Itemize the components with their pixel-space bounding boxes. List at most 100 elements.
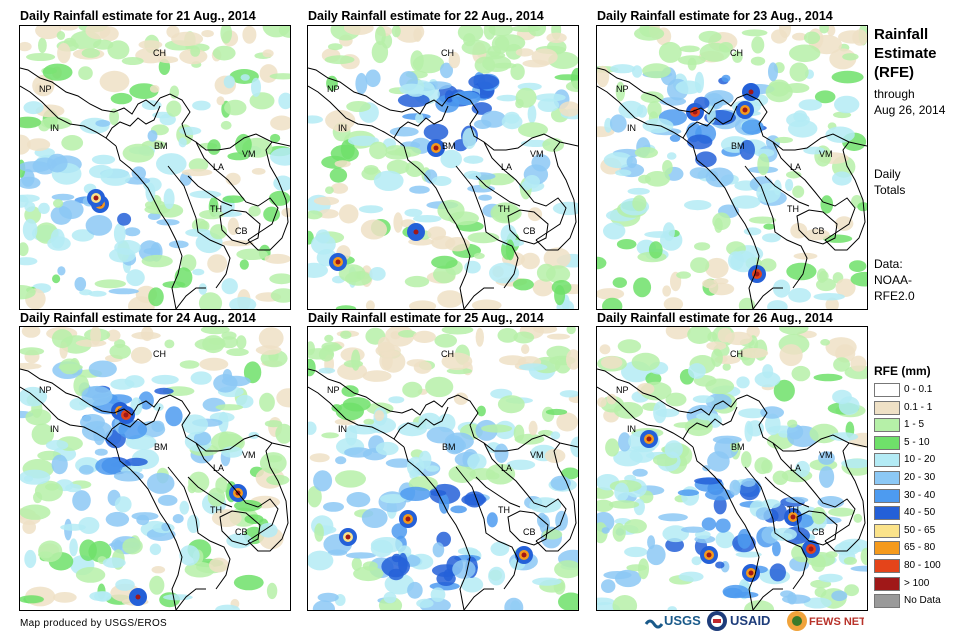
rainfall-cell — [221, 278, 238, 295]
rainfall-cell — [149, 543, 162, 556]
rainfall-cell — [79, 539, 97, 561]
rainfall-cell — [690, 257, 710, 273]
rainfall-cell — [437, 290, 463, 308]
rainfall-cell — [662, 160, 673, 175]
rainfall-cell — [624, 519, 647, 534]
rainfall-cell — [65, 483, 82, 493]
rainfall-cell — [825, 551, 838, 558]
side-date: Aug 26, 2014 — [874, 103, 946, 117]
rainfall-cell — [615, 169, 632, 176]
rainfall-cell — [57, 266, 66, 276]
country-label-cb: CB — [523, 226, 536, 236]
rainfall-cell — [632, 468, 648, 477]
rainfall-cell — [149, 575, 165, 595]
country-label-th: TH — [210, 204, 222, 214]
rainfall-cell — [696, 412, 719, 421]
rainfall-cell — [181, 414, 209, 435]
rainfall-cell — [788, 288, 811, 303]
country-label-np: NP — [327, 84, 340, 94]
rainfall-cell — [152, 111, 173, 119]
rainfall-cell — [705, 167, 734, 188]
rainfall-cell — [391, 523, 408, 539]
rainfall-cell — [496, 94, 519, 102]
country-border — [455, 466, 519, 590]
rainfall-cell — [20, 362, 42, 370]
rainfall-cell — [174, 267, 193, 288]
rainfall-cell — [61, 135, 84, 151]
rainfall-cell — [318, 347, 335, 362]
rainfall-cell — [432, 542, 445, 558]
rainfall-cell — [487, 45, 502, 57]
rainfall-cell — [128, 296, 155, 309]
rainfall-cell — [779, 327, 809, 335]
country-label-vm: VM — [242, 450, 256, 460]
rainfall-cell — [81, 385, 113, 406]
country-border — [219, 510, 261, 546]
rainfall-cell — [605, 438, 620, 457]
rainfall-cell — [461, 39, 491, 55]
heavy-rain-spot — [808, 546, 814, 552]
rainfall-cell — [268, 190, 290, 206]
rainfall-cell — [506, 459, 536, 470]
rainfall-cell — [360, 219, 387, 240]
rainfall-cell — [308, 262, 328, 278]
rainfall-cell — [757, 153, 770, 176]
country-border — [247, 442, 289, 552]
rainfall-cell — [763, 223, 775, 230]
rainfall-cell — [792, 32, 807, 41]
country-border — [463, 588, 494, 610]
rainfall-cells — [597, 327, 867, 610]
rainfall-cell — [450, 505, 467, 514]
rainfall-cell — [192, 268, 205, 276]
rainfall-cell — [45, 440, 69, 451]
rainfall-cells — [20, 26, 290, 309]
rainfall-cell — [658, 41, 682, 63]
rainfall-cell — [736, 376, 750, 389]
rainfall-cell — [785, 496, 809, 504]
rainfall-cell — [528, 420, 538, 436]
rainfall-cell — [504, 597, 524, 610]
country-border — [393, 406, 449, 440]
country-border — [483, 141, 567, 241]
rainfall-cell — [610, 64, 636, 74]
rainfall-cell — [345, 425, 358, 446]
rainfall-cell — [324, 55, 355, 65]
map-panel-3: CH NP IN BM LA VM TH CB — [596, 25, 868, 310]
rainfall-cell — [675, 80, 702, 95]
legend-swatch — [874, 418, 900, 433]
rainfall-cell — [850, 355, 867, 372]
rainfall-cell — [113, 223, 126, 244]
rainfall-cell — [334, 125, 351, 133]
legend-label: > 100 — [904, 577, 930, 589]
rainfall-cell — [215, 604, 240, 610]
rainfall-cell — [570, 436, 578, 458]
rainfall-cell — [741, 29, 768, 37]
rainfall-cell — [694, 242, 711, 251]
rainfall-cell — [51, 329, 73, 349]
rainfall-cell — [168, 240, 189, 249]
rainfall-cell — [383, 591, 397, 604]
rainfall-cell — [141, 254, 173, 268]
rainfall-cell — [72, 490, 91, 511]
usgs-logo-text: USGS — [664, 613, 701, 628]
rainfall-cell — [546, 32, 567, 43]
country-border — [20, 85, 117, 147]
side-title-line1: Rainfall — [874, 26, 929, 43]
rainfall-cell — [248, 205, 261, 217]
rainfall-cell — [52, 274, 61, 284]
country-border — [403, 145, 471, 309]
heavy-rain-spot — [646, 436, 652, 442]
rainfall-cell — [115, 578, 135, 591]
rainfall-cell — [648, 241, 663, 259]
rainfall-cell — [264, 420, 283, 428]
country-label-np: NP — [39, 385, 52, 395]
country-border — [20, 368, 161, 416]
rainfall-cell — [200, 327, 230, 335]
rainfall-cell — [26, 53, 56, 61]
rainfall-cell — [627, 187, 650, 195]
rainfall-cell — [554, 74, 578, 81]
rainfall-cell — [730, 250, 757, 273]
rainfall-cell — [85, 215, 113, 236]
rainfall-cell — [404, 208, 423, 217]
rainfall-cell — [681, 486, 700, 506]
